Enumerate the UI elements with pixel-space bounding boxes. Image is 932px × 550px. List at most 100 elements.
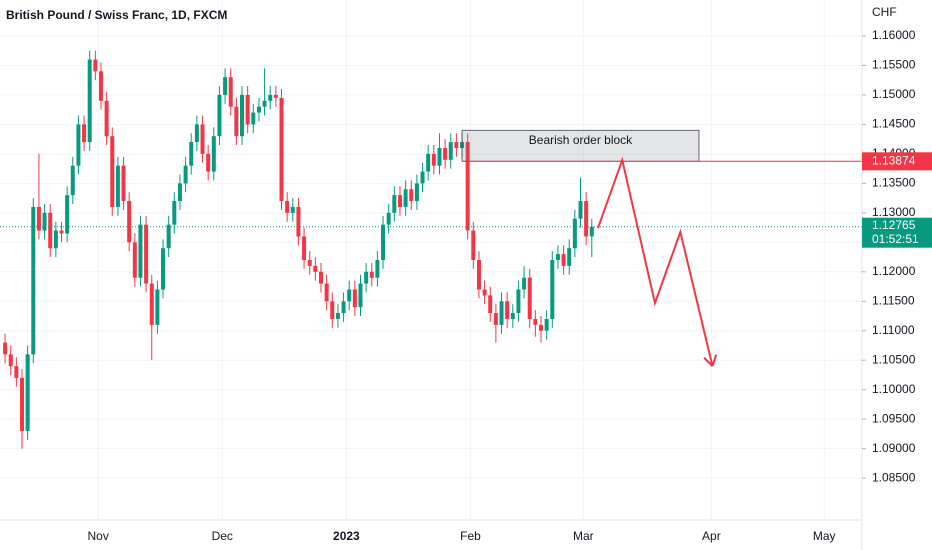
candle-body — [431, 153, 436, 166]
x-tick-label: Feb — [460, 529, 481, 543]
candle-body — [539, 324, 544, 331]
candle-body — [183, 165, 188, 184]
y-tick-label: 1.15000 — [872, 87, 916, 101]
candle-body — [341, 301, 346, 314]
candle-body — [206, 153, 211, 172]
currency-label: CHF — [872, 5, 897, 19]
candle-body — [482, 289, 487, 296]
x-tick-label: May — [813, 529, 836, 543]
candle-body — [550, 260, 555, 319]
candle-body — [256, 106, 261, 113]
candle-body — [544, 318, 549, 331]
y-tick-label: 1.14500 — [872, 117, 916, 131]
candle-body — [200, 124, 205, 154]
candle-body — [522, 277, 527, 290]
candle-body — [93, 59, 98, 72]
y-tick-label: 1.11000 — [872, 323, 915, 337]
candle-body — [36, 206, 41, 231]
candle-body — [65, 195, 70, 234]
y-tick-label: 1.08500 — [872, 470, 916, 484]
candle-body — [324, 283, 329, 302]
chart-title: British Pound / Swiss Franc, 1D, FXCM — [6, 8, 227, 22]
candle-body — [138, 224, 143, 278]
x-tick-label: Nov — [87, 529, 108, 543]
candle-body — [409, 189, 414, 202]
candle-body — [516, 289, 521, 314]
order-block — [461, 129, 700, 162]
candle-body — [352, 289, 357, 308]
x-tick-label: Mar — [573, 529, 594, 543]
candle-body — [465, 142, 470, 231]
projection-path — [597, 156, 714, 367]
candle-body — [561, 254, 566, 266]
candle-body — [488, 295, 493, 314]
candle-body — [59, 230, 64, 234]
candle-body — [228, 77, 233, 107]
candle-body — [392, 195, 397, 213]
y-tick-label: 1.15500 — [872, 58, 916, 72]
y-tick-label: 1.09000 — [872, 441, 916, 455]
candle-body — [572, 218, 577, 249]
arrow-head — [711, 354, 718, 367]
candle-body — [358, 283, 363, 308]
candle-body — [25, 354, 30, 431]
candle-body — [364, 271, 369, 284]
candle-body — [115, 165, 120, 207]
candle-body — [318, 271, 323, 284]
candle-body — [223, 77, 228, 95]
candle-body — [347, 289, 352, 302]
x-tick-label: 2023 — [333, 529, 360, 543]
candle-body — [98, 71, 103, 101]
candle-body — [296, 206, 301, 237]
candle-body — [397, 195, 402, 207]
y-tick-label: 1.12000 — [872, 264, 916, 278]
arrow-head — [703, 356, 714, 367]
candle-body — [177, 183, 182, 202]
candle-body — [414, 183, 419, 202]
candle-body — [313, 265, 318, 272]
candle-body — [211, 136, 216, 172]
order-block-label: Bearish order block — [529, 133, 633, 147]
candle-body — [166, 224, 171, 249]
candle-body — [155, 289, 160, 325]
axes: 1.08500 1.09000 1.09500 1.10000 1.10500 1.110… — [87, 28, 932, 543]
candle-body — [426, 153, 431, 172]
candle-body — [533, 318, 538, 325]
candle-body — [589, 226, 594, 237]
candle-body — [53, 230, 58, 249]
candle-body — [403, 189, 408, 207]
plot-area: Bearish order block — [0, 50, 862, 449]
candle-body — [132, 242, 137, 278]
x-tick-label: Dec — [212, 529, 233, 543]
level-price-label: 1.13874 — [872, 153, 916, 167]
candle-body — [251, 112, 256, 125]
y-tick-label: 1.13500 — [872, 176, 916, 190]
candle-body — [245, 94, 250, 125]
candle-body — [386, 212, 391, 225]
candle-body — [144, 224, 149, 284]
candle-body — [8, 354, 13, 367]
grid — [0, 0, 862, 520]
candle-body — [127, 201, 132, 243]
candle-body — [476, 260, 481, 290]
candle-body — [567, 248, 572, 266]
candle-body — [420, 171, 425, 184]
candle-body — [70, 165, 75, 196]
candle-body — [437, 147, 442, 166]
candle-body — [493, 313, 498, 325]
candle-body — [505, 301, 510, 319]
candle-body — [584, 201, 589, 237]
candle-body — [82, 124, 87, 143]
candle-body — [510, 313, 515, 319]
candle-body — [527, 277, 532, 319]
candle-body — [454, 142, 459, 148]
y-tick-label: 1.09500 — [872, 411, 916, 425]
candle-body — [20, 377, 25, 431]
last-price-label: 1.12765 — [872, 218, 916, 232]
candle-body — [330, 301, 335, 319]
candle-body — [234, 106, 239, 137]
candle-body — [448, 142, 453, 160]
candle-body — [149, 283, 154, 325]
